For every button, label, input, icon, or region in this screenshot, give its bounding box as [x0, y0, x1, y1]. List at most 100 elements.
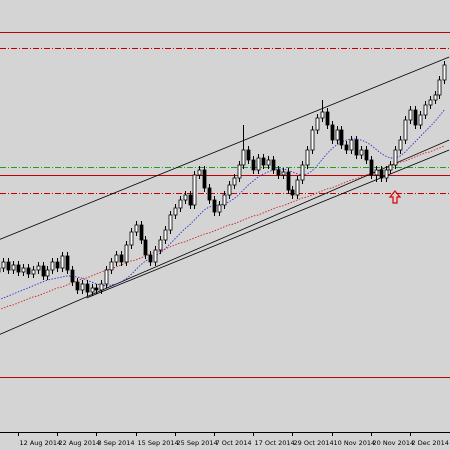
candle-body	[423, 104, 428, 116]
x-tick-label: 12 Aug 2014	[20, 439, 62, 447]
candle-body	[119, 254, 124, 263]
candle-body	[45, 269, 50, 277]
candle-body	[398, 139, 403, 151]
candle-body	[207, 187, 212, 201]
candle-body	[99, 283, 104, 291]
candle-body	[41, 265, 46, 277]
candle-body	[413, 109, 418, 126]
candle-body	[251, 159, 256, 171]
candle-body	[158, 239, 163, 251]
candle-body	[384, 169, 389, 179]
x-tick-label: 22 Aug 2014	[59, 439, 101, 447]
candle-body	[75, 281, 80, 291]
candle-body	[315, 117, 320, 131]
candle-body	[290, 189, 295, 196]
candle-body	[60, 255, 65, 269]
candle-body	[143, 239, 148, 256]
candle-body	[173, 207, 178, 216]
candle-body	[359, 149, 364, 156]
candle-body	[300, 164, 305, 181]
candle-body	[1, 261, 6, 269]
candle-body	[271, 159, 276, 171]
candle-body	[80, 283, 85, 291]
trend-line	[0, 56, 450, 240]
candle-body	[428, 99, 433, 106]
candle-body	[339, 129, 344, 146]
candle-body	[379, 169, 384, 179]
candle-body	[36, 265, 41, 271]
candle-body	[344, 144, 349, 151]
x-tick-label: 20 Nov 2014	[373, 439, 415, 447]
candle-body	[241, 149, 246, 166]
candle-body	[276, 169, 281, 176]
candle-body	[266, 159, 271, 166]
candle-body	[320, 111, 325, 119]
x-tick-label: 10 Nov 2014	[334, 439, 376, 447]
candle-body	[212, 199, 217, 213]
candle-body	[202, 169, 207, 189]
candle-body	[26, 267, 31, 275]
candle-body	[437, 79, 442, 96]
candle-body	[11, 264, 16, 271]
x-tick-label: 17 Oct 2014	[255, 439, 295, 447]
candle-body	[21, 267, 26, 273]
candle-body	[325, 111, 330, 126]
candle-body	[330, 124, 335, 141]
candle-body	[310, 129, 315, 151]
candle-body	[217, 204, 222, 213]
x-tick-label: 29 Oct 2014	[294, 439, 334, 447]
candle-body	[31, 269, 36, 275]
candle-body	[295, 179, 300, 196]
candle-body	[286, 171, 291, 191]
candle-body	[168, 214, 173, 231]
candle-body	[442, 64, 447, 81]
candle-body	[70, 269, 75, 283]
candle-body	[50, 261, 55, 271]
candle-body	[246, 149, 251, 161]
candle-body	[178, 199, 183, 209]
candle-body	[369, 159, 374, 176]
candle-body	[227, 184, 232, 196]
candle-body	[222, 194, 227, 206]
candle-body	[374, 169, 379, 176]
candle-body	[94, 287, 99, 291]
candle-body	[109, 261, 114, 271]
candle-body	[261, 157, 266, 166]
x-tick-label: 2 Dec 2014	[412, 439, 449, 447]
candle-body	[354, 139, 359, 156]
x-tick-label: 15 Sep 2014	[138, 439, 179, 447]
candle-body	[104, 269, 109, 285]
candle-body	[364, 149, 369, 161]
candle-body	[237, 164, 242, 179]
plot-area	[0, 32, 450, 378]
candle-body	[124, 244, 129, 263]
candle-body	[90, 287, 95, 293]
x-tick-label: 7 Oct 2014	[216, 439, 252, 447]
candle-body	[163, 229, 168, 241]
candle-body	[16, 264, 21, 273]
x-tick-label: 3 Sep 2014	[98, 439, 135, 447]
candle-body	[281, 171, 286, 176]
candle-body	[55, 261, 60, 269]
candle-body	[305, 149, 310, 166]
candle-body	[6, 261, 11, 271]
candle-body	[134, 224, 139, 233]
candle-body	[85, 283, 90, 293]
candle-body	[403, 119, 408, 141]
candle-body	[192, 174, 197, 206]
trend-line	[0, 139, 450, 335]
candle-body	[188, 194, 193, 206]
candle-body	[129, 231, 134, 246]
x-tick-label: 25 Sep 2014	[177, 439, 218, 447]
candle-body	[408, 109, 413, 121]
candle-body	[335, 129, 340, 141]
candle-body	[153, 249, 158, 263]
candle-body	[114, 254, 119, 263]
candle-body	[148, 254, 153, 263]
candle-body	[197, 169, 202, 176]
candle-body	[256, 157, 261, 171]
candle-body	[418, 114, 423, 126]
candle-body	[433, 94, 438, 101]
